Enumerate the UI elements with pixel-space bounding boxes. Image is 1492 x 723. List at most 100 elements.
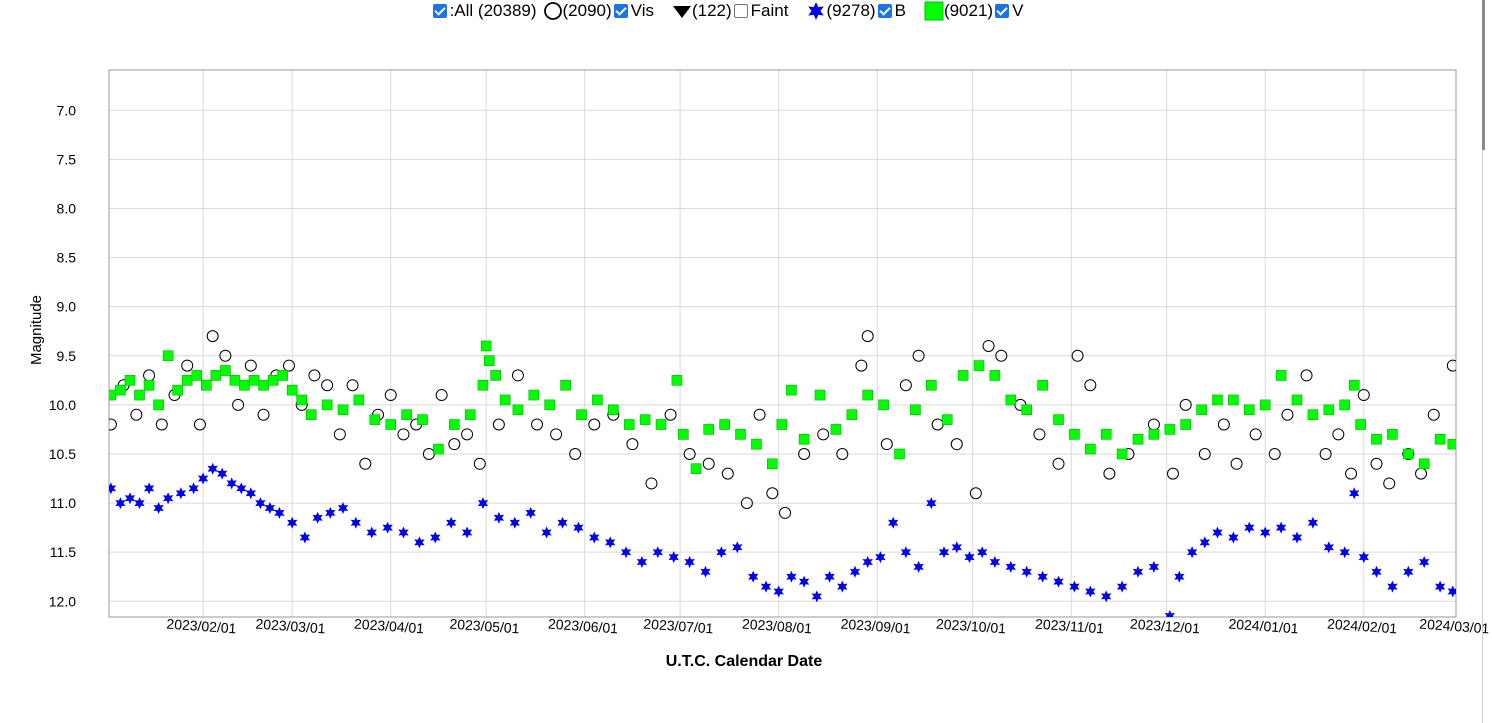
vis-point	[626, 438, 639, 451]
b-point	[773, 585, 784, 598]
b-point	[350, 516, 361, 529]
y-axis: 7.0 7.5 8.0 8.5 9.0 9.5 10.0 10.5 11.0 11.5 12.0	[49, 102, 76, 609]
v-point	[239, 379, 250, 391]
v-point	[1116, 448, 1128, 460]
v-point	[1212, 394, 1223, 406]
vis-point	[193, 418, 206, 431]
y-tick-label: 8.0	[57, 200, 77, 216]
b-point	[1387, 580, 1398, 593]
vis-point	[1345, 467, 1358, 480]
vis-point	[155, 418, 168, 431]
vis-point	[435, 389, 448, 402]
vis-point	[1370, 457, 1383, 470]
b-point	[620, 546, 632, 559]
scrollbar-track[interactable]	[1482, 0, 1483, 723]
v-point	[592, 394, 603, 406]
v-point	[1348, 379, 1360, 391]
scrollbar-thumb[interactable]	[1482, 0, 1485, 150]
v-checkbox[interactable]	[995, 4, 1010, 18]
b-point	[1434, 580, 1446, 593]
vis-point	[836, 447, 849, 460]
v-point	[490, 370, 501, 381]
legend-v: (9021) V	[924, 1, 1023, 21]
legend-faint: (122) Faint	[672, 1, 788, 21]
b-point	[837, 580, 848, 593]
v-point	[973, 360, 985, 371]
b-point	[573, 521, 584, 534]
b-point	[684, 556, 695, 568]
v-point	[798, 433, 810, 445]
b-point	[824, 570, 835, 583]
v-point	[751, 438, 762, 450]
vis-point	[257, 408, 270, 421]
vis-point	[779, 506, 792, 519]
x-tick-label: 2023/04/01	[354, 616, 425, 637]
all-checkbox[interactable]	[432, 4, 447, 18]
v-point	[143, 379, 155, 391]
vis-point	[1179, 398, 1192, 411]
b-point	[1419, 556, 1430, 568]
v-point	[181, 375, 193, 386]
v-point	[1355, 419, 1366, 430]
b-point	[1228, 531, 1239, 544]
v-point	[910, 404, 921, 416]
y-tick-label: 11.0	[50, 495, 76, 511]
v-point	[894, 448, 905, 460]
vis-point	[1446, 359, 1456, 372]
faint-checkbox[interactable]	[733, 4, 748, 18]
vis-point	[702, 457, 715, 470]
v-point	[957, 370, 969, 381]
v-point	[926, 379, 937, 391]
v-point	[417, 414, 428, 425]
vis-point	[1147, 418, 1160, 431]
v-point	[1164, 424, 1176, 435]
vis-point	[1300, 369, 1313, 382]
b-point	[245, 487, 256, 500]
v-point	[1418, 458, 1430, 470]
v-point	[1037, 379, 1048, 391]
vis-point	[569, 447, 582, 460]
v-point	[1180, 419, 1192, 430]
y-tick-label: 8.5	[57, 250, 77, 266]
v-point	[191, 370, 203, 381]
legend-faint-count: (122)	[691, 1, 732, 20]
vis-point	[333, 428, 346, 441]
v-point	[162, 350, 174, 362]
vis-point	[321, 379, 334, 392]
b-point	[989, 556, 1001, 568]
b-point	[1447, 585, 1456, 598]
b-point	[312, 511, 323, 524]
v-point	[878, 399, 889, 411]
vis-checkbox[interactable]	[613, 4, 628, 18]
b-point	[446, 516, 457, 529]
y-tick-label: 10.0	[49, 397, 76, 413]
b-point	[1037, 570, 1048, 583]
b-point	[888, 516, 899, 529]
vis-point	[1415, 467, 1428, 480]
b-point	[913, 560, 924, 573]
v-point	[134, 389, 145, 401]
v-point	[1323, 404, 1335, 416]
v-point	[767, 458, 778, 470]
b-checkbox[interactable]	[877, 4, 892, 18]
b-point	[1349, 487, 1360, 500]
v-point	[846, 409, 858, 420]
b-point	[1021, 565, 1032, 578]
x-tick-label: 2023/08/01	[742, 616, 813, 637]
v-point	[153, 399, 164, 411]
vis-point	[1166, 467, 1179, 480]
vis-point	[1230, 457, 1243, 470]
b-point	[1275, 521, 1287, 534]
v-point	[124, 375, 136, 386]
b-point	[325, 506, 336, 519]
v-point	[1132, 433, 1144, 445]
v-point	[109, 389, 117, 401]
vis-point	[995, 349, 1008, 362]
vis-point	[1281, 408, 1294, 421]
x-tick-label: 2023/05/01	[449, 616, 520, 637]
v-point	[830, 424, 842, 435]
vis-point	[531, 418, 544, 431]
v-point	[735, 429, 746, 440]
vis-point	[588, 418, 601, 431]
v-point	[677, 429, 689, 440]
